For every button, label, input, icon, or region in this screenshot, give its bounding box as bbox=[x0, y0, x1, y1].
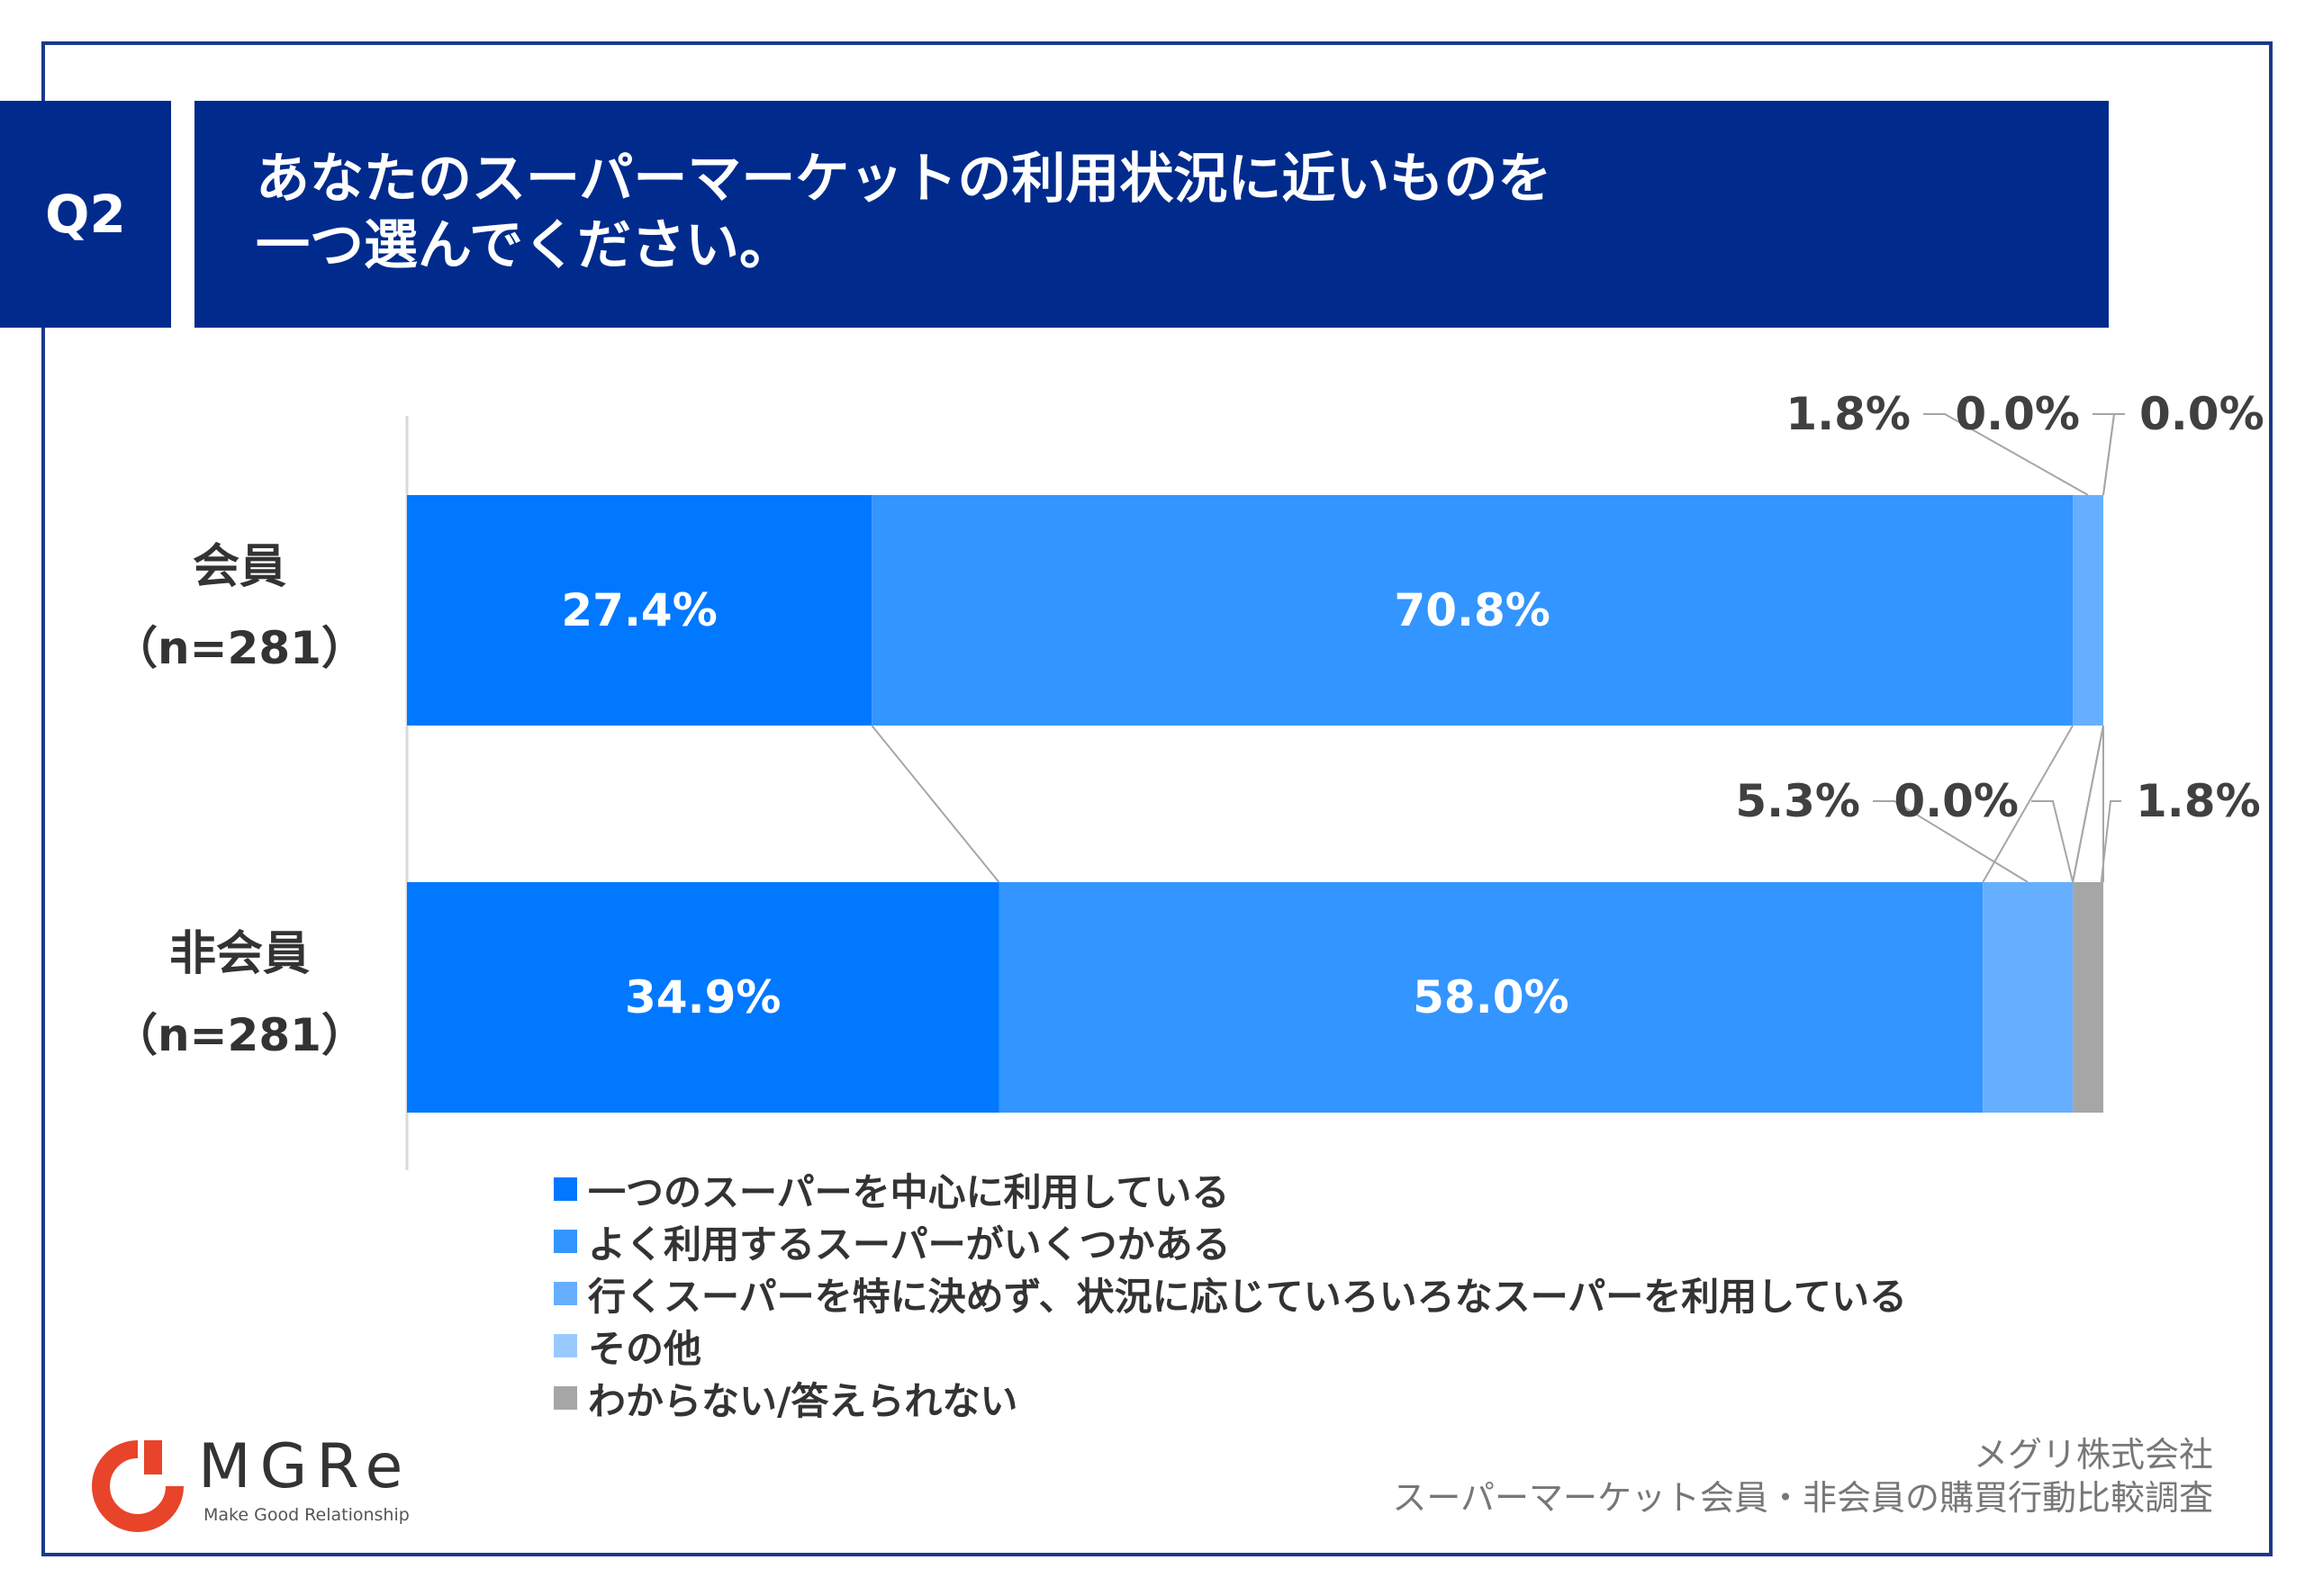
footer-survey-title: スーパーマーケット会員・非会員の購買行動比較調査 bbox=[1392, 1478, 2213, 1518]
legend-label: わからない/答えられない bbox=[588, 1378, 1018, 1423]
question-tag: Q2 bbox=[0, 101, 171, 328]
chart-legend: 一つのスーパーを中心に利用している よく利用するスーパーがいくつかある 行くスー… bbox=[554, 1163, 1907, 1424]
connector-line bbox=[871, 725, 1000, 883]
category-n-label: （n=281） bbox=[113, 1009, 366, 1061]
bar-segment bbox=[407, 882, 999, 1113]
connector-line bbox=[2072, 725, 2104, 883]
logo-tagline: Make Good Relationship bbox=[203, 1505, 410, 1525]
leader-line bbox=[2102, 413, 2125, 496]
company-logo: MGRe Make Good Relationship bbox=[88, 1431, 410, 1539]
bar-segment bbox=[999, 882, 1984, 1113]
category-n-label: （n=281） bbox=[113, 622, 366, 674]
logo-wordmark: MGRe bbox=[198, 1431, 412, 1502]
leader-line bbox=[2093, 413, 2116, 496]
category-label: 会員 bbox=[193, 540, 286, 594]
leader-line bbox=[2087, 800, 2121, 998]
legend-swatch bbox=[554, 1230, 577, 1253]
data-label-outside: 1.8% bbox=[2136, 775, 2261, 827]
legend-item: よく利用するスーパーがいくつかある bbox=[554, 1215, 1907, 1267]
data-label: 58.0% bbox=[1413, 971, 1568, 1023]
legend-item: 一つのスーパーを中心に利用している bbox=[554, 1163, 1907, 1215]
legend-swatch bbox=[554, 1282, 577, 1305]
data-label-outside: 0.0% bbox=[2139, 388, 2264, 440]
bar-segment bbox=[407, 495, 872, 726]
legend-swatch bbox=[554, 1334, 577, 1357]
data-label-outside: 5.3% bbox=[1735, 775, 1860, 827]
leader-line bbox=[2031, 800, 2074, 883]
data-label-outside: 1.8% bbox=[1785, 388, 1911, 440]
legend-swatch bbox=[554, 1177, 577, 1201]
legend-swatch bbox=[554, 1386, 577, 1410]
mgre-logo-mark-icon bbox=[92, 1440, 184, 1532]
legend-label: よく利用するスーパーがいくつかある bbox=[588, 1222, 1231, 1267]
data-label: 27.4% bbox=[561, 584, 717, 636]
stacked-bar-chart: 27.4% 70.8% 会員 （n=281） 34.9% 58.0% 非会員 （n=281） 1… bbox=[113, 388, 2264, 1170]
bar-segment bbox=[872, 495, 2074, 726]
legend-item: その他 bbox=[554, 1320, 1907, 1372]
data-label: 70.8% bbox=[1394, 584, 1550, 636]
bar-segment bbox=[1983, 882, 2074, 1113]
legend-item: わからない/答えられない bbox=[554, 1372, 1907, 1424]
footer-credit: メグリ株式会社 スーパーマーケット会員・非会員の購買行動比較調査 bbox=[1392, 1433, 2213, 1519]
question-title-line-1: あなたのスーパーマーケットの利用状況に近いものを bbox=[256, 148, 1552, 211]
legend-label: その他 bbox=[588, 1326, 702, 1371]
legend-item: 行くスーパーを特に決めず、状況に応じていろいろなスーパーを利用している bbox=[554, 1267, 1907, 1320]
data-label-outside: 0.0% bbox=[1894, 775, 2019, 827]
footer-company: メグリ株式会社 bbox=[1973, 1435, 2213, 1474]
leader-line bbox=[1873, 800, 2029, 883]
outer-frame bbox=[41, 41, 2273, 1556]
connector-line bbox=[1982, 725, 2074, 883]
data-label: 34.9% bbox=[625, 971, 781, 1023]
question-title-line-2: 一つ選んでください。 bbox=[256, 214, 793, 277]
legend-label: 一つのスーパーを中心に利用している bbox=[588, 1169, 1230, 1214]
data-label-outside: 0.0% bbox=[1955, 388, 2080, 440]
category-label: 非会員 bbox=[169, 927, 310, 981]
bar-segment bbox=[2073, 495, 2103, 726]
legend-label: 行くスーパーを特に決めず、状況に応じていろいろなスーパーを利用している bbox=[588, 1274, 1907, 1319]
question-title: あなたのスーパーマーケットの利用状況に近いものを 一つ選んでください。 bbox=[194, 101, 2109, 328]
leader-line bbox=[1923, 413, 2089, 496]
